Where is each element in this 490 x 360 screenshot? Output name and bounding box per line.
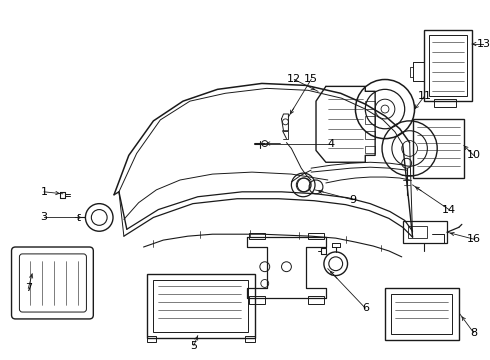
Text: 16: 16 bbox=[466, 234, 481, 244]
Text: 4: 4 bbox=[327, 139, 334, 149]
Bar bbox=[429, 35, 467, 96]
Text: 15: 15 bbox=[304, 75, 318, 85]
Text: 6: 6 bbox=[362, 303, 369, 313]
Text: 11: 11 bbox=[417, 91, 431, 101]
Bar bbox=[408, 226, 427, 238]
Bar bbox=[365, 101, 375, 109]
Text: 5: 5 bbox=[190, 341, 197, 351]
Bar bbox=[249, 296, 265, 304]
Bar bbox=[413, 119, 464, 178]
Text: 3: 3 bbox=[41, 212, 48, 222]
Bar bbox=[147, 336, 156, 342]
Bar bbox=[308, 296, 324, 304]
Bar bbox=[249, 233, 265, 239]
Bar bbox=[153, 279, 248, 332]
Bar bbox=[391, 294, 452, 334]
Bar bbox=[365, 116, 375, 124]
Text: 8: 8 bbox=[470, 328, 477, 338]
Text: 14: 14 bbox=[442, 204, 456, 215]
Bar bbox=[424, 30, 472, 101]
Bar bbox=[385, 288, 459, 339]
Bar bbox=[434, 99, 456, 107]
Text: 1: 1 bbox=[41, 187, 48, 197]
Bar bbox=[365, 131, 375, 139]
Bar bbox=[365, 145, 375, 153]
Text: 12: 12 bbox=[287, 75, 301, 85]
Text: 7: 7 bbox=[24, 283, 32, 293]
Text: 10: 10 bbox=[466, 150, 481, 160]
Bar bbox=[308, 233, 324, 239]
Bar bbox=[245, 336, 255, 342]
Bar bbox=[403, 221, 447, 243]
Text: 9: 9 bbox=[349, 195, 356, 205]
Bar bbox=[147, 274, 255, 338]
Text: 13: 13 bbox=[477, 39, 490, 49]
